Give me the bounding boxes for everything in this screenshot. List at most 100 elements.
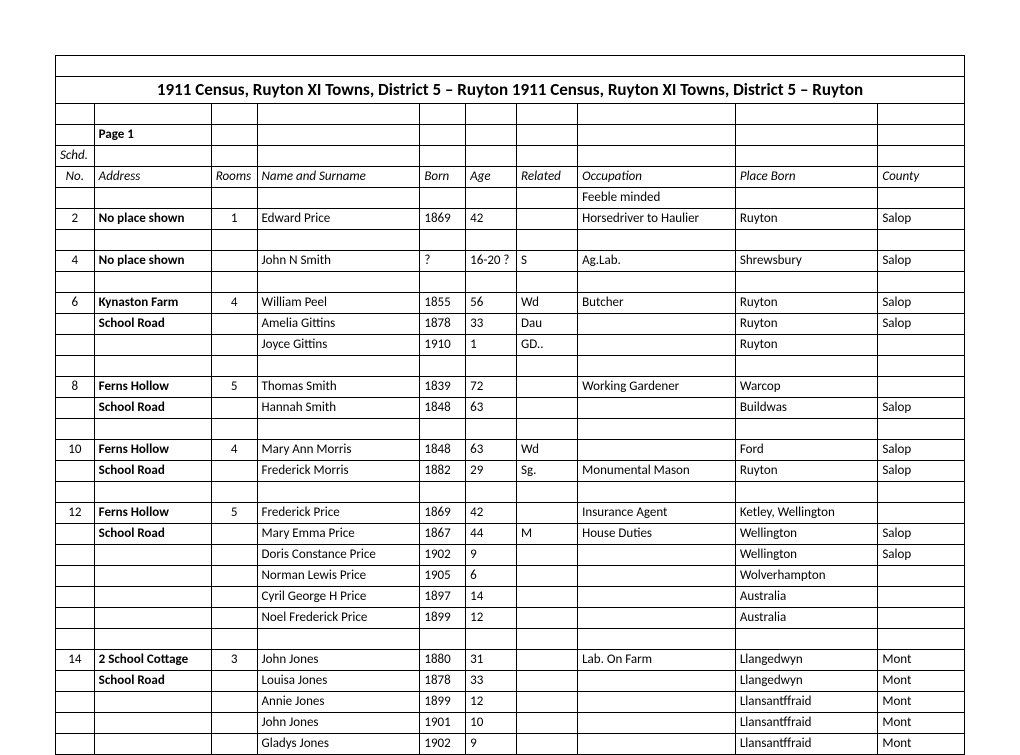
cell-place: Ruyton <box>735 314 877 335</box>
cell-no: 14 <box>56 650 95 671</box>
cell-no <box>56 545 95 566</box>
cell <box>211 419 257 440</box>
cell-address: School Road <box>94 524 211 545</box>
cell-age: 1 <box>466 335 517 356</box>
cell-county: Salop <box>878 524 965 545</box>
cell <box>466 482 517 503</box>
cell-related: GD.. <box>517 335 578 356</box>
table-row: John Jones190110LlansantffraidMont <box>56 713 965 734</box>
col-related: Related <box>517 167 578 188</box>
cell-address: No place shown <box>94 209 211 230</box>
cell-rooms: 5 <box>211 503 257 524</box>
cell-address <box>94 545 211 566</box>
cell-place: Llansantffraid <box>735 692 877 713</box>
cell-name: John Jones <box>257 650 420 671</box>
cell-place: Llangedwyn <box>735 671 877 692</box>
table-row: 8Ferns Hollow5Thomas Smith183972Working … <box>56 377 965 398</box>
cell-address <box>94 566 211 587</box>
cell-county: Salop <box>878 440 965 461</box>
cell-age: 9 <box>466 545 517 566</box>
cell-related: Wd <box>517 440 578 461</box>
cell-name: Frederick Morris <box>257 461 420 482</box>
table-row: Doris Constance Price19029WellingtonSalo… <box>56 545 965 566</box>
cell <box>578 356 736 377</box>
cell-county: Mont <box>878 692 965 713</box>
cell-county: Mont <box>878 713 965 734</box>
cell-place: Australia <box>735 587 877 608</box>
schd-label: Schd. <box>56 146 95 167</box>
data-rows: 2No place shown1Edward Price186942Horsed… <box>56 209 965 755</box>
cell-born: 1899 <box>420 608 466 629</box>
col-county: County <box>878 167 965 188</box>
cell-age: 10 <box>466 713 517 734</box>
cell <box>735 272 877 293</box>
table-row: School RoadMary Emma Price186744MHouse D… <box>56 524 965 545</box>
table-row: 4No place shownJohn N Smith?16-20 ?SAg.L… <box>56 251 965 272</box>
cell <box>735 356 877 377</box>
cell <box>94 482 211 503</box>
cell-occupation <box>578 545 736 566</box>
cell <box>578 272 736 293</box>
cell-place: Ruyton <box>735 209 877 230</box>
cell <box>56 419 95 440</box>
blank-row <box>56 104 965 125</box>
document-title: 1911 Census, Ruyton XI Towns, District 5… <box>56 77 965 104</box>
cell-related <box>517 671 578 692</box>
cell <box>56 629 95 650</box>
cell-related <box>517 398 578 419</box>
subnote-row: Feeble minded <box>56 188 965 209</box>
cell-occupation <box>578 587 736 608</box>
cell-born: 1869 <box>420 209 466 230</box>
cell-address: School Road <box>94 461 211 482</box>
cell-county <box>878 503 965 524</box>
cell-rooms <box>211 314 257 335</box>
cell-no <box>56 566 95 587</box>
table-row: Annie Jones189912LlansantffraidMont <box>56 692 965 713</box>
cell-place: Llansantffraid <box>735 734 877 755</box>
cell <box>517 230 578 251</box>
cell <box>94 419 211 440</box>
cell-occupation: Butcher <box>578 293 736 314</box>
cell-address: Kynaston Farm <box>94 293 211 314</box>
cell <box>211 629 257 650</box>
cell <box>420 272 466 293</box>
cell <box>466 272 517 293</box>
cell <box>517 419 578 440</box>
cell-age: 12 <box>466 692 517 713</box>
cell-rooms <box>211 734 257 755</box>
cell-place: Wellington <box>735 524 877 545</box>
table-row: School RoadLouisa Jones187833LlangedwynM… <box>56 671 965 692</box>
cell-born: 1902 <box>420 545 466 566</box>
cell-born: 1878 <box>420 671 466 692</box>
cell-occupation: Monumental Mason <box>578 461 736 482</box>
cell <box>735 482 877 503</box>
cell-place: Ruyton <box>735 335 877 356</box>
table-row: School RoadHannah Smith184863BuildwasSal… <box>56 398 965 419</box>
cell-rooms <box>211 566 257 587</box>
cell <box>211 230 257 251</box>
table-row <box>56 482 965 503</box>
cell-place: Shrewsbury <box>735 251 877 272</box>
table-row: School RoadFrederick Morris188229Sg.Monu… <box>56 461 965 482</box>
cell-no <box>56 692 95 713</box>
cell-rooms: 4 <box>211 440 257 461</box>
cell-rooms: 3 <box>211 650 257 671</box>
cell-county: Salop <box>878 314 965 335</box>
cell <box>257 230 420 251</box>
col-rooms: Rooms <box>211 167 257 188</box>
cell <box>878 482 965 503</box>
cell-place: Australia <box>735 608 877 629</box>
cell-occupation <box>578 671 736 692</box>
cell-born: 1901 <box>420 713 466 734</box>
cell-address: 2 School Cottage <box>94 650 211 671</box>
cell-occupation <box>578 566 736 587</box>
cell <box>257 356 420 377</box>
cell-county: Salop <box>878 545 965 566</box>
cell-age: 44 <box>466 524 517 545</box>
cell <box>94 356 211 377</box>
cell-county <box>878 335 965 356</box>
cell-related: S <box>517 251 578 272</box>
cell-county: Salop <box>878 398 965 419</box>
cell <box>466 629 517 650</box>
cell-place: Buildwas <box>735 398 877 419</box>
